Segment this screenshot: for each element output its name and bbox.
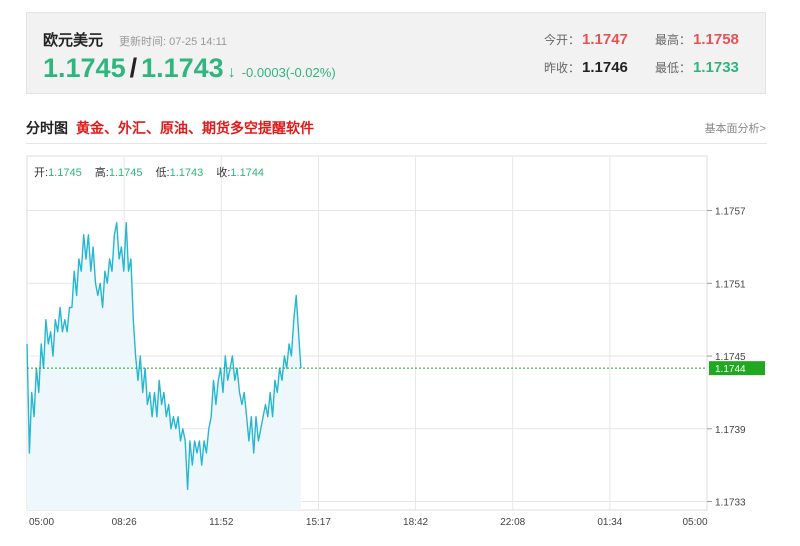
intraday-chart: 05:00 08:26 11:52 15:17 18:42 22:08 01:34 05:00… <box>26 155 765 528</box>
ohlc-open-label: 开: <box>34 167 49 179</box>
y-tick-label: 1.1745 <box>715 352 746 363</box>
ohlc-low-label: 低: <box>155 167 170 179</box>
quote-panel: 欧元美元 更新时间: 07-25 14:11 1.1745/1.1743 ↓ -0.… <box>26 12 766 94</box>
x-tick-label: 01:34 <box>597 517 622 528</box>
y-tick-label: 1.1739 <box>715 425 746 436</box>
price-line-series <box>26 222 302 491</box>
x-tick-label: 18:42 <box>403 517 428 528</box>
stat-open: 今开： 1.1747 <box>544 31 628 48</box>
y-tick-label: 1.1751 <box>715 279 746 290</box>
x-tick-label: 22:08 <box>500 517 525 528</box>
x-tick-label: 11:52 <box>209 517 234 528</box>
stat-prev-close-value: 1.1746 <box>582 59 628 76</box>
price-change: -0.0003(-0.02%) <box>241 65 336 80</box>
fundamental-analysis-link[interactable]: 基本面分析> <box>704 123 766 135</box>
promo-link[interactable]: 黄金、外汇、原油、期货多空提醒软件 <box>76 120 314 136</box>
ohlc-open-value: 1.1745 <box>48 167 82 179</box>
ohlc-high-label: 高: <box>94 167 109 179</box>
down-arrow-icon: ↓ <box>227 64 236 81</box>
stat-low-value: 1.1733 <box>693 59 739 76</box>
x-tick-label: 05:00 <box>682 517 707 528</box>
stat-high-value: 1.1758 <box>693 31 739 48</box>
price-area <box>27 222 301 510</box>
stat-prev-close-label: 昨收： <box>544 61 581 75</box>
ohlc-high-value: 1.1745 <box>108 167 143 179</box>
current-price-tag <box>709 361 765 376</box>
price-separator: / <box>129 53 138 83</box>
price-line: 1.1745/1.1743 ↓ -0.0003(-0.02%) <box>43 53 336 84</box>
stat-high: 最高： 1.1758 <box>655 31 739 48</box>
pair-name: 欧元美元 <box>43 32 104 49</box>
x-tick-label: 15:17 <box>306 517 331 528</box>
stat-low: 最低： 1.1733 <box>655 59 739 76</box>
ask-price: 1.1743 <box>141 53 224 83</box>
section-divider <box>26 143 767 144</box>
section-title: 分时图 <box>26 120 68 136</box>
current-price-label: 1.1744 <box>715 364 746 375</box>
update-time: 更新时间: 07-25 14:11 <box>119 36 228 48</box>
y-tick-label: 1.1733 <box>715 498 746 509</box>
stat-open-value: 1.1747 <box>582 31 628 48</box>
stat-prev-close: 昨收： 1.1746 <box>544 59 628 76</box>
stat-open-label: 今开： <box>544 33 581 47</box>
stat-high-label: 最高： <box>655 33 692 47</box>
x-tick-label: 08:26 <box>112 517 137 528</box>
x-tick-label: 05:00 <box>29 517 54 528</box>
y-tick-label: 1.1757 <box>715 207 746 218</box>
plot-frame <box>26 155 708 511</box>
ohlc-close-value: 1.1744 <box>230 167 265 179</box>
ohlc-close-label: 收: <box>216 167 231 179</box>
ohlc-readout: 开:1.1745 高:1.1745 低:1.1743 收:1.1744 <box>34 164 274 180</box>
stat-low-label: 最低： <box>655 61 692 75</box>
ohlc-low-value: 1.1743 <box>169 167 204 179</box>
bid-price: 1.1745 <box>43 53 126 83</box>
